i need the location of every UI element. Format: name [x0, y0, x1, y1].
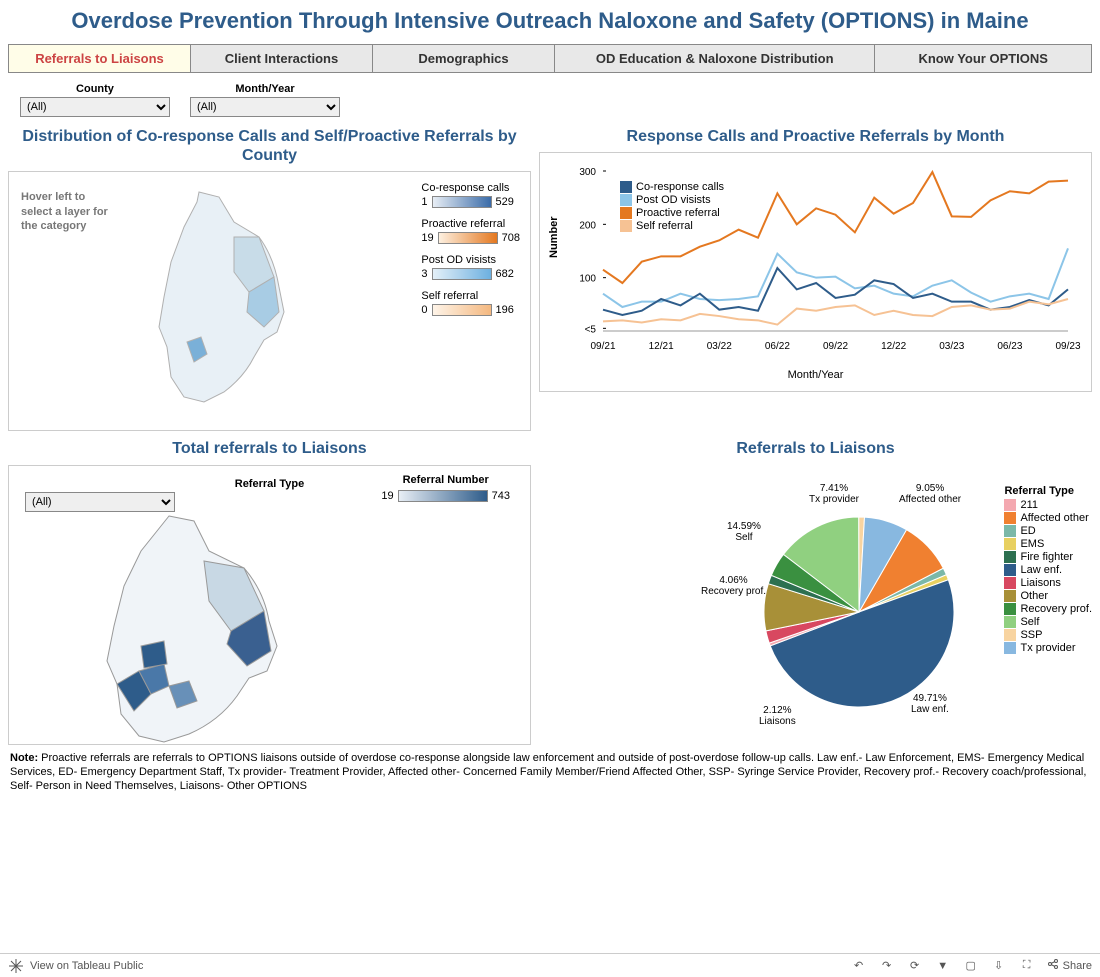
pie-legend-item[interactable]: ED: [1004, 525, 1092, 537]
pie-slice-label: 9.05%Affected other: [899, 483, 961, 505]
panel-distribution-map-title: Distribution of Co-response Calls and Se…: [8, 127, 531, 165]
dropdown-icon[interactable]: ▼: [935, 958, 951, 974]
svg-text:09/21: 09/21: [590, 341, 615, 352]
maine-map-1: [129, 182, 309, 417]
svg-text:12/21: 12/21: [649, 341, 674, 352]
pie-slice-label: 14.59%Self: [727, 521, 761, 543]
pie-legend-item[interactable]: Recovery prof.: [1004, 603, 1092, 615]
svg-text:12/22: 12/22: [881, 341, 906, 352]
tab-od-education[interactable]: OD Education & Naloxone Distribution: [555, 45, 875, 72]
panel-total-referrals-title: Total referrals to Liaisons: [8, 439, 531, 458]
pie-slice-label: 4.06%Recovery prof.: [701, 575, 766, 597]
pie-legend-item[interactable]: Liaisons: [1004, 577, 1092, 589]
pie-chart-area[interactable]: 7.41%Tx provider 9.05%Affected other 14.59…: [539, 465, 1092, 745]
pie-legend-item[interactable]: Affected other: [1004, 512, 1092, 524]
svg-text:09/23: 09/23: [1055, 341, 1080, 352]
panel-line-chart: Response Calls and Proactive Referrals b…: [539, 127, 1092, 431]
page-title: Overdose Prevention Through Intensive Ou…: [0, 0, 1100, 44]
tab-referrals[interactable]: Referrals to Liaisons: [9, 45, 191, 72]
tableau-logo-icon[interactable]: [8, 958, 24, 974]
tab-know-options[interactable]: Know Your OPTIONS: [875, 45, 1091, 72]
pie-legend-item[interactable]: 211: [1004, 499, 1092, 511]
map2-legend-max: 743: [492, 490, 510, 502]
pie-legend-title: Referral Type: [1004, 485, 1092, 497]
pie-legend-item[interactable]: Other: [1004, 590, 1092, 602]
view-tableau-link[interactable]: View on Tableau Public: [30, 960, 143, 972]
filter-monthyear: Month/Year (All): [190, 83, 340, 117]
filter-county-select[interactable]: (All): [20, 97, 170, 117]
map2-gradient: [398, 490, 488, 502]
tab-client-interactions[interactable]: Client Interactions: [191, 45, 373, 72]
panel-distribution-map: Distribution of Co-response Calls and Se…: [8, 127, 531, 431]
download-icon[interactable]: ⇩: [991, 958, 1007, 974]
undo-icon[interactable]: ↶: [851, 958, 867, 974]
svg-text:300: 300: [579, 167, 596, 178]
tabs: Referrals to Liaisons Client Interaction…: [8, 44, 1092, 73]
share-icon: [1047, 958, 1059, 973]
panel-line-chart-title: Response Calls and Proactive Referrals b…: [539, 127, 1092, 146]
svg-text:100: 100: [579, 274, 596, 285]
pie-legend-item[interactable]: Self: [1004, 616, 1092, 628]
footer-toolbar: View on Tableau Public ↶ ↷ ⟳ ▼ ▢ ⇩ ⛶ Sha…: [0, 953, 1100, 977]
line-chart-xlabel: Month/Year: [788, 369, 844, 381]
line-chart-area[interactable]: Number <5 100 200 300 09/21 12/21 03/22 06/22 0…: [539, 152, 1092, 392]
distribution-map-area[interactable]: Hover left to select a layer for the cat…: [8, 171, 531, 431]
filter-monthyear-select[interactable]: (All): [190, 97, 340, 117]
panel-total-referrals-map: Total referrals to Liaisons Referral Typ…: [8, 439, 531, 744]
legend-label: Proactive referral: [421, 218, 520, 230]
svg-text:03/23: 03/23: [939, 341, 964, 352]
svg-text:06/23: 06/23: [997, 341, 1022, 352]
pie-slice-label: 7.41%Tx provider: [809, 483, 859, 505]
map2-legend: Referral Number 19 743: [381, 474, 510, 502]
pie-legend: Referral Type 211Affected otherEDEMSFire…: [1004, 485, 1092, 655]
tab-demographics[interactable]: Demographics: [373, 45, 555, 72]
filters: County (All) Month/Year (All): [0, 73, 1100, 127]
legend-label: Post OD visists: [421, 254, 520, 266]
pie-legend-item[interactable]: EMS: [1004, 538, 1092, 550]
redo-icon[interactable]: ↷: [879, 958, 895, 974]
maine-map-2: [69, 506, 329, 751]
legend-label: Co-response calls: [421, 182, 520, 194]
svg-text:06/22: 06/22: [765, 341, 790, 352]
svg-text:03/22: 03/22: [707, 341, 732, 352]
map-hover-hint: Hover left to select a layer for the cat…: [21, 190, 111, 233]
pie-slice-label: 49.71%Law enf.: [911, 693, 949, 715]
map2-legend-label: Referral Number: [381, 474, 510, 486]
svg-text:200: 200: [579, 221, 596, 232]
map1-legends: Co-response calls 1 529Proactive referra…: [421, 182, 520, 326]
filter-monthyear-label: Month/Year: [190, 83, 340, 95]
filter-county: County (All): [20, 83, 170, 117]
filter-county-label: County: [20, 83, 170, 95]
map2-legend-min: 19: [381, 490, 393, 502]
pie-legend-item[interactable]: Law enf.: [1004, 564, 1092, 576]
panel-pie: Referrals to Liaisons 7.41%Tx provider 9.…: [539, 439, 1092, 744]
replay-icon[interactable]: ⟳: [907, 958, 923, 974]
svg-text:<5: <5: [585, 325, 597, 336]
pie-slice-label: 2.12%Liaisons: [759, 705, 796, 727]
share-button[interactable]: Share: [1047, 958, 1092, 973]
svg-text:09/22: 09/22: [823, 341, 848, 352]
pie-legend-item[interactable]: Tx provider: [1004, 642, 1092, 654]
pie-legend-item[interactable]: Fire fighter: [1004, 551, 1092, 563]
pie-legend-item[interactable]: SSP: [1004, 629, 1092, 641]
legend-label: Self referral: [421, 290, 520, 302]
presentation-icon[interactable]: ▢: [963, 958, 979, 974]
total-referrals-map-area[interactable]: Referral Type (All) Referral Number 19: [8, 465, 531, 745]
line-legend: Co-response callsPost OD visistsProactiv…: [620, 181, 724, 233]
panel-pie-title: Referrals to Liaisons: [539, 439, 1092, 458]
fullscreen-icon[interactable]: ⛶: [1019, 958, 1035, 974]
line-chart-ylabel: Number: [548, 217, 560, 259]
footnote: Note: Proactive referrals are referrals …: [0, 745, 1100, 800]
